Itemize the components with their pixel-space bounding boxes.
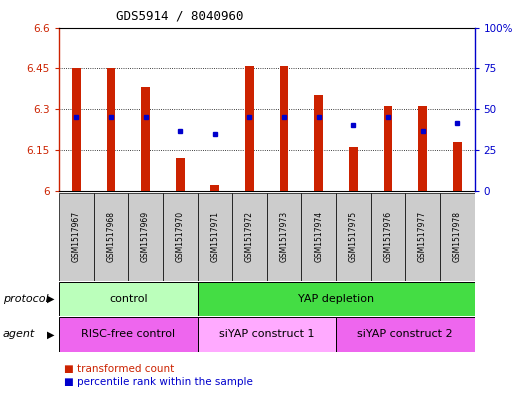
Bar [336,317,475,352]
Text: YAP depletion: YAP depletion [298,294,374,304]
Bar [59,282,198,316]
Text: GSM1517970: GSM1517970 [175,211,185,263]
Bar [59,317,198,352]
Bar [107,68,115,191]
Bar [405,193,440,281]
Text: GSM1517974: GSM1517974 [314,211,323,263]
Text: agent: agent [3,329,35,340]
Bar [163,193,198,281]
Bar [72,68,81,191]
Text: ▶: ▶ [47,329,54,340]
Text: siYAP construct 2: siYAP construct 2 [358,329,453,340]
Text: GSM1517978: GSM1517978 [452,211,462,262]
Text: ■ percentile rank within the sample: ■ percentile rank within the sample [64,377,253,387]
Text: GSM1517973: GSM1517973 [280,211,289,263]
Bar [176,158,185,191]
Text: GSM1517975: GSM1517975 [349,211,358,263]
Bar [280,66,288,191]
Bar [245,66,254,191]
Bar [336,193,370,281]
Text: ■ transformed count: ■ transformed count [64,364,174,375]
Bar [141,87,150,191]
Bar [128,193,163,281]
Bar [198,282,475,316]
Text: GSM1517977: GSM1517977 [418,211,427,263]
Text: GSM1517968: GSM1517968 [106,211,115,262]
Bar [198,317,336,352]
Text: RISC-free control: RISC-free control [81,329,175,340]
Text: siYAP construct 1: siYAP construct 1 [219,329,314,340]
Bar [349,147,358,191]
Text: GSM1517972: GSM1517972 [245,211,254,262]
Text: ▶: ▶ [47,294,54,304]
Bar [440,193,475,281]
Bar [314,95,323,191]
Bar [418,107,427,191]
Bar [370,193,405,281]
Text: GSM1517976: GSM1517976 [383,211,392,263]
Text: GSM1517969: GSM1517969 [141,211,150,263]
Bar [93,193,128,281]
Text: control: control [109,294,148,304]
Bar [453,142,462,191]
Text: GSM1517967: GSM1517967 [72,211,81,263]
Bar [301,193,336,281]
Text: protocol: protocol [3,294,48,304]
Text: GSM1517971: GSM1517971 [210,211,220,262]
Bar [210,185,219,191]
Bar [198,193,232,281]
Bar [384,107,392,191]
Bar [267,193,301,281]
Text: GDS5914 / 8040960: GDS5914 / 8040960 [116,10,243,23]
Bar [59,193,93,281]
Bar [232,193,267,281]
